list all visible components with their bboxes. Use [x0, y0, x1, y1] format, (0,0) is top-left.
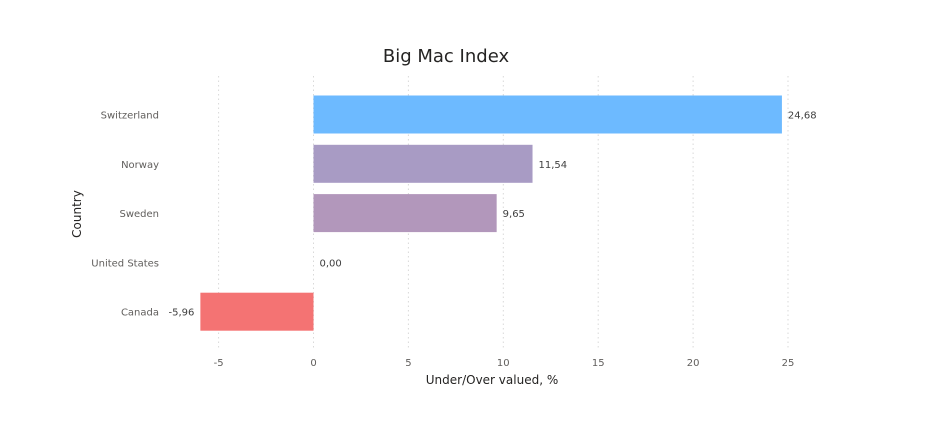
x-tick-label: 5 — [405, 358, 411, 369]
bar — [200, 292, 314, 331]
data-label: -5,96 — [169, 308, 195, 319]
data-label: 9,65 — [503, 209, 525, 220]
x-axis-ticks: -5 0 5 10 15 20 25 — [214, 358, 795, 369]
x-tick-label: 15 — [592, 358, 605, 369]
category-labels: Switzerland Norway Sweden United States Cana… — [91, 111, 159, 319]
bar — [313, 194, 497, 233]
category-label: Norway — [121, 160, 159, 171]
x-tick-label: 10 — [497, 358, 510, 369]
x-axis-title: Under/Over valued, % — [426, 373, 558, 387]
data-label: 0,00 — [320, 258, 342, 269]
bars — [200, 95, 782, 331]
x-tick-label: 25 — [782, 358, 795, 369]
category-label: Canada — [121, 308, 159, 319]
x-tick-label: 0 — [310, 358, 316, 369]
x-tick-label: -5 — [214, 358, 224, 369]
bar — [313, 95, 782, 134]
bar — [313, 144, 533, 183]
chart-title: Big Mac Index — [383, 46, 510, 67]
data-label: 11,54 — [539, 160, 568, 171]
data-labels: 24,68 11,54 9,65 0,00 -5,96 — [169, 111, 817, 319]
data-label: 24,68 — [788, 111, 817, 122]
y-axis-title: Country — [70, 190, 84, 238]
x-tick-label: 20 — [687, 358, 700, 369]
category-label: United States — [91, 258, 159, 269]
category-label: Switzerland — [101, 111, 159, 122]
category-label: Sweden — [119, 209, 159, 220]
